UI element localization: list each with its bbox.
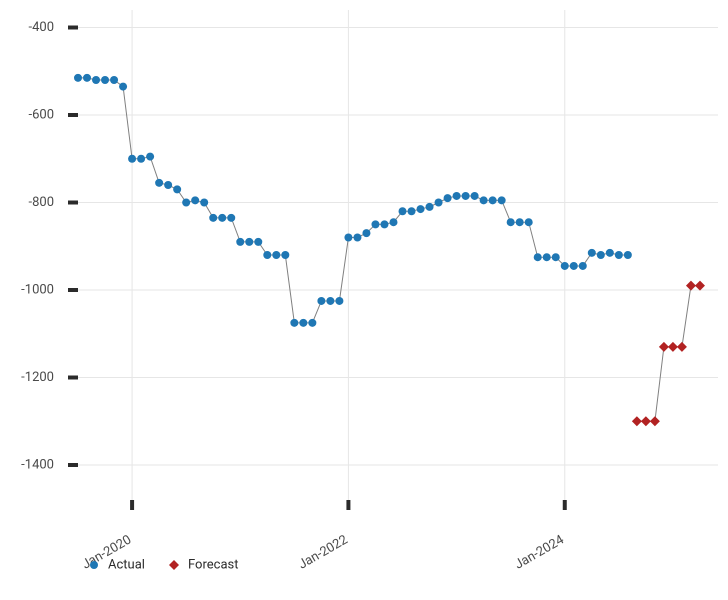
y-tick-label: -1000 xyxy=(21,282,54,297)
y-tick-label: -1200 xyxy=(21,370,54,385)
chart-svg: -400-600-800-1000-1200-1400Jan-2020Jan-2… xyxy=(0,0,728,600)
y-tick-label: -600 xyxy=(28,107,54,122)
legend-label: Forecast xyxy=(188,557,238,572)
y-tick-label: -400 xyxy=(28,20,54,35)
y-tick-label: -1400 xyxy=(21,457,54,472)
timeseries-chart: -400-600-800-1000-1200-1400Jan-2020Jan-2… xyxy=(0,0,728,600)
y-tick-label: -800 xyxy=(28,195,54,210)
legend-label: Actual xyxy=(108,557,145,572)
